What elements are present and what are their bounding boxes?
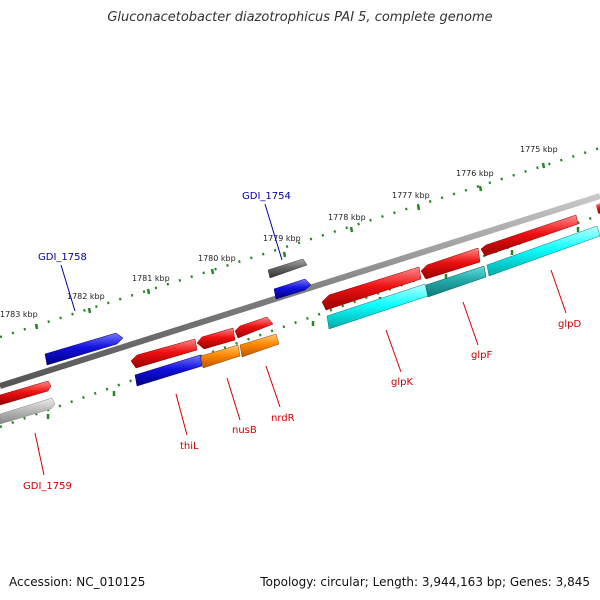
scale-label-1776: 1776 kbp: [456, 169, 494, 178]
label-glpk[interactable]: glpK: [391, 377, 413, 388]
scale-label-1780: 1780 kbp: [198, 254, 236, 263]
label-gdi-1758[interactable]: GDI_1758: [38, 252, 87, 263]
leader-gdi-1759: [34, 432, 45, 476]
gene-thil-red-arrow[interactable]: [130, 338, 198, 369]
label-glpf[interactable]: glpF: [471, 350, 492, 361]
gene-glpd-red-arrow[interactable]: [480, 214, 579, 257]
gene-red-outer-right[interactable]: [596, 203, 600, 214]
leader-nusb: [226, 377, 241, 421]
gene-nusb-orange-arrow[interactable]: [200, 344, 241, 369]
map-title: Gluconacetobacter diazotrophicus PAI 5, …: [107, 10, 493, 25]
leader-gdi-1758: [60, 264, 76, 312]
scale-label-1781: 1781 kbp: [132, 274, 170, 283]
gene-glpd-cyan-arrow[interactable]: [486, 225, 600, 277]
leader-glpd: [550, 269, 567, 314]
leader-nrdr: [265, 365, 281, 408]
outer-major-ticks: [34, 162, 546, 330]
gene-gdi-1758-arrow[interactable]: [44, 332, 124, 366]
scale-label-1782: 1782 kbp: [67, 292, 105, 301]
label-thil[interactable]: thiL: [180, 441, 199, 452]
gene-glpf-red-arrow[interactable]: [420, 247, 481, 280]
scale-label-1775: 1775 kbp: [520, 145, 558, 154]
gene-nusb-red-arrow[interactable]: [196, 327, 236, 350]
leader-thil: [175, 393, 188, 436]
scale-label-1783: 1783 kbp: [0, 310, 38, 319]
leader-glpf: [462, 301, 479, 346]
gene-thil-blue-arrow[interactable]: [134, 354, 203, 387]
gene-nrdr-red-arrow[interactable]: [234, 316, 274, 339]
scale-label-1777: 1777 kbp: [392, 191, 430, 200]
inner-major-ticks: [46, 227, 580, 419]
scale-label-1779: 1779 kbp: [263, 234, 301, 243]
label-gdi-1754[interactable]: GDI_1754: [242, 191, 291, 202]
label-leaders: [34, 203, 567, 476]
gene-gdi-1759-red-arrow[interactable]: [0, 380, 52, 406]
leader-gdi-1754: [264, 203, 283, 261]
scale-label-1778: 1778 kbp: [328, 213, 366, 222]
gene-gdi-1754-arrow[interactable]: [267, 258, 308, 279]
label-glpd[interactable]: glpD: [558, 319, 581, 330]
gene-glpf-teal-arrow[interactable]: [425, 265, 487, 298]
label-nusb[interactable]: nusB: [232, 425, 257, 436]
label-nrdr[interactable]: nrdR: [271, 413, 295, 424]
gene-gdi-1754-blue-arrow[interactable]: [273, 278, 312, 300]
label-gdi-1759[interactable]: GDI_1759: [23, 481, 72, 492]
gene-gdi-1759-arrow[interactable]: [0, 397, 56, 425]
gene-glpk-red-arrow[interactable]: [321, 266, 422, 311]
leader-glpk: [385, 329, 402, 373]
outer-scale-track: 1783 kbp 1782 kbp 1781 kbp 1780 kbp 1779…: [0, 145, 600, 339]
accession-text: Accession: NC_010125: [9, 575, 146, 589]
genome-summary-text: Topology: circular; Length: 3,944,163 bp…: [260, 575, 590, 589]
gene-nrdr-orange-arrow[interactable]: [239, 333, 280, 358]
